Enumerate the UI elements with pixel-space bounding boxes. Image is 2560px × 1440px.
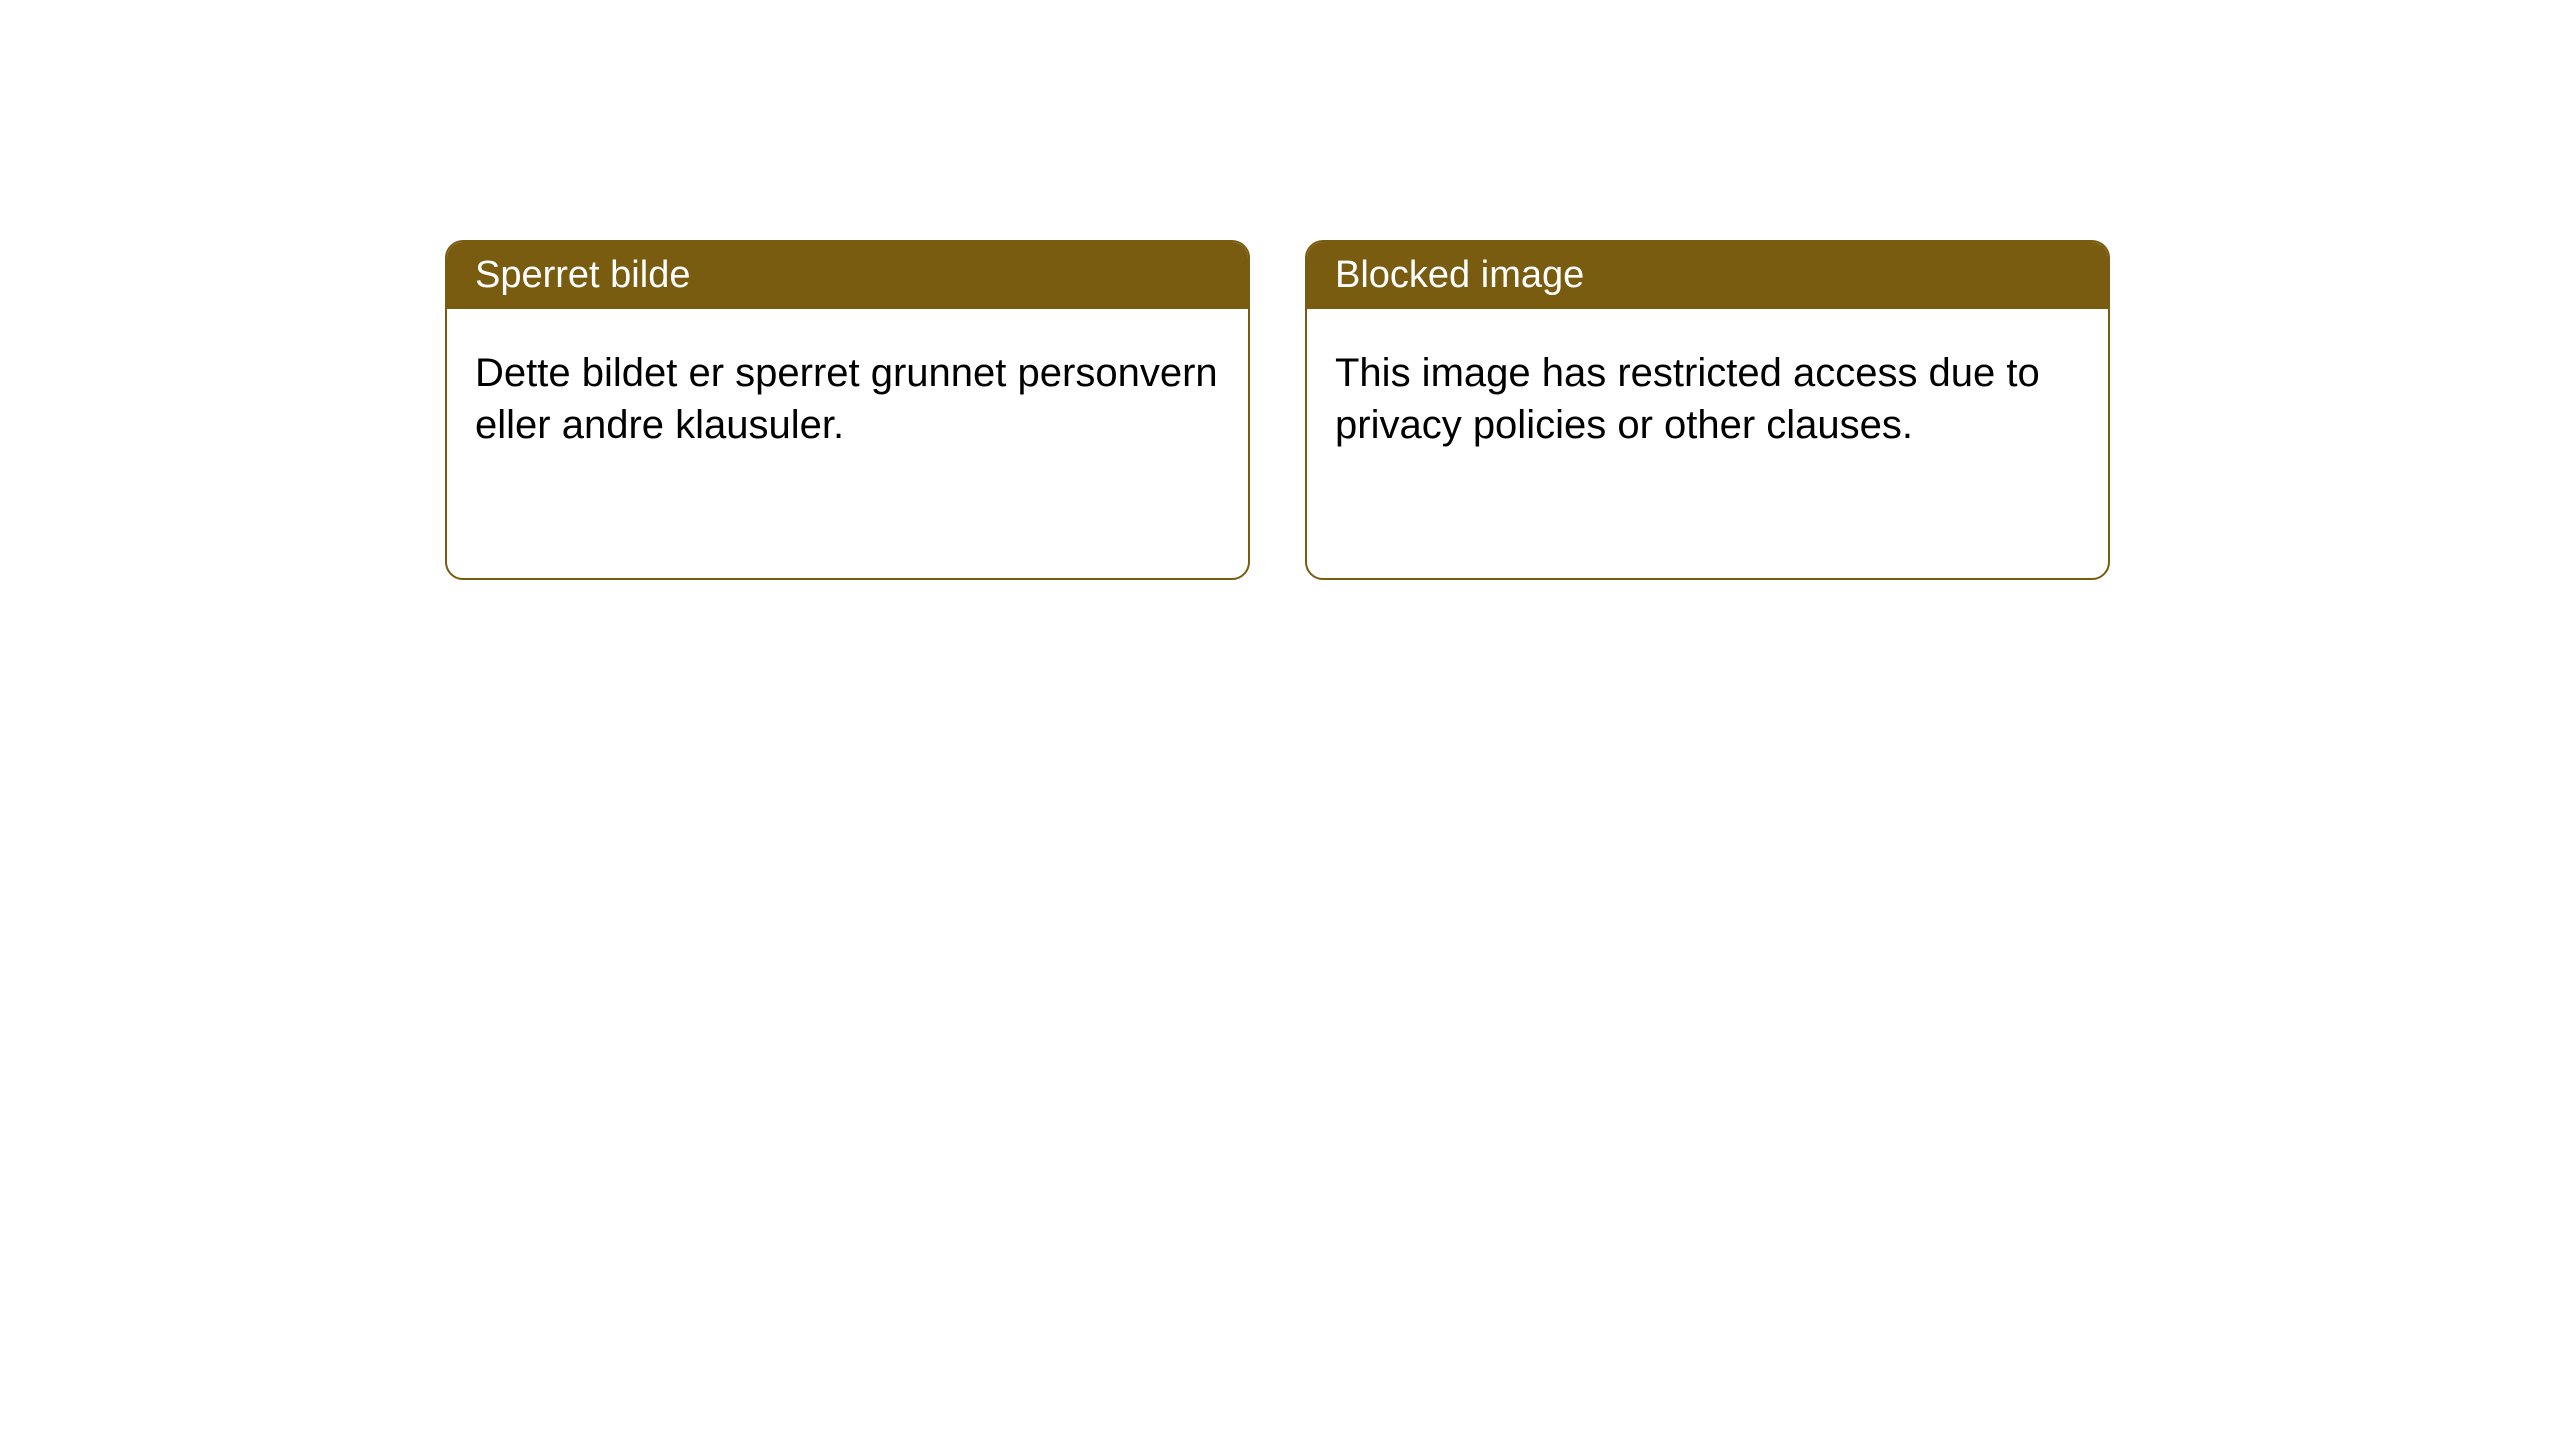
notice-card-english: Blocked image This image has restricted … — [1305, 240, 2110, 580]
card-header: Blocked image — [1307, 242, 2108, 309]
notice-container: Sperret bilde Dette bildet er sperret gr… — [0, 0, 2560, 580]
card-body: This image has restricted access due to … — [1307, 309, 2108, 489]
card-body: Dette bildet er sperret grunnet personve… — [447, 309, 1248, 489]
notice-card-norwegian: Sperret bilde Dette bildet er sperret gr… — [445, 240, 1250, 580]
card-header: Sperret bilde — [447, 242, 1248, 309]
